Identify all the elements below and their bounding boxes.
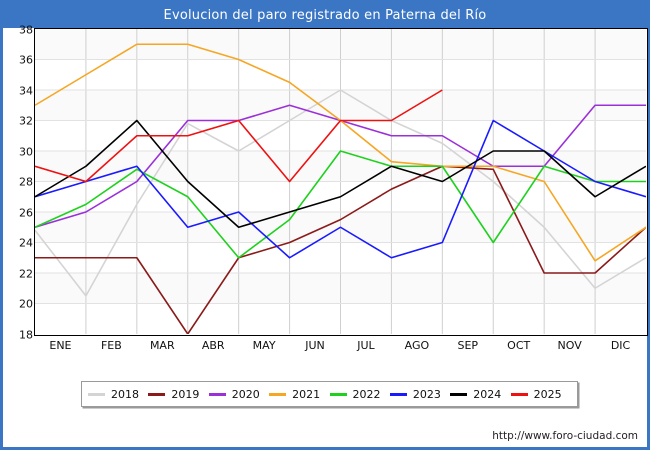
x-tick-label-jun: JUN — [305, 339, 325, 352]
y-tick-label: 22 — [19, 267, 33, 280]
legend-item-2021[interactable]: 2021 — [269, 388, 329, 401]
legend-swatch-icon — [208, 392, 226, 396]
legend-item-2018[interactable]: 2018 — [88, 388, 148, 401]
legend-label: 2018 — [111, 387, 139, 401]
y-tick-label: 24 — [19, 236, 33, 250]
y-tick-label: 30 — [19, 145, 33, 158]
legend-label: 2021 — [292, 387, 321, 401]
legend-label: 2020 — [231, 387, 260, 401]
legend-label: 2025 — [533, 387, 562, 401]
x-tick-label-feb: FEB — [100, 339, 122, 352]
plot-area — [34, 28, 648, 336]
legend-swatch-icon — [148, 392, 166, 396]
x-tick-label-nov: NOV — [557, 339, 582, 352]
legend-item-2023[interactable]: 2023 — [389, 387, 450, 401]
legend-item-2019[interactable]: 2019 — [148, 388, 208, 401]
y-tick-label: 20 — [19, 297, 33, 311]
x-tick-label-mar: MAR — [149, 339, 175, 352]
y-tick-label: 38 — [19, 23, 33, 36]
x-tick-label-oct: OCT — [507, 339, 531, 352]
x-tick-label-sep: SEP — [457, 339, 479, 352]
legend-swatch-icon — [510, 392, 528, 396]
legend-label: 2023 — [412, 387, 441, 401]
y-tick-label: 18 — [19, 328, 33, 341]
window-title-bar: Evolucion del paro registrado en Paterna… — [3, 3, 647, 28]
x-tick-label-abr: ABR — [201, 339, 225, 352]
y-tick-label: 32 — [19, 114, 33, 128]
series-line-2019 — [35, 165, 646, 334]
x-tick-label-dic: DIC — [610, 339, 631, 352]
legend-swatch-icon — [329, 392, 347, 396]
y-tick-label: 36 — [19, 53, 33, 67]
series-line-2025 — [35, 89, 443, 183]
legend-item-2022[interactable]: 2022 — [329, 387, 390, 401]
x-tick-label-ago: AGO — [404, 339, 430, 352]
y-tick-label: 26 — [19, 206, 33, 219]
source-url: http://www.foro-ciudad.com — [492, 430, 638, 442]
y-tick-label: 28 — [19, 175, 33, 189]
legend-swatch-icon — [269, 392, 287, 396]
series-line-2022 — [35, 150, 646, 259]
legend-item-2020[interactable]: 2020 — [208, 387, 269, 401]
legend-item-2025[interactable]: 2025 — [510, 387, 571, 401]
y-tick-label: 34 — [19, 84, 33, 97]
legend-label: 2024 — [473, 387, 502, 401]
y-axis: 38 36 34 32 30 28 26 24 22 20 18 — [3, 23, 33, 341]
series-line-2018 — [35, 89, 646, 297]
legend-label: 2022 — [352, 387, 381, 401]
legend-swatch-icon — [450, 392, 468, 396]
legend-label: 2019 — [171, 387, 200, 401]
data-series-group — [35, 43, 646, 334]
x-tick-label-may: MAY — [252, 339, 276, 352]
x-tick-label-ene: ENE — [49, 339, 72, 352]
series-line-2024 — [35, 119, 646, 229]
x-axis: ENE FEB MAR ABR MAY JUN JUL AGO SEP OCT NOV DIC — [34, 339, 648, 359]
chart-canvas — [35, 29, 646, 334]
legend-item-2024[interactable]: 2024 — [450, 388, 510, 401]
x-tick-label-jul: JUL — [357, 339, 375, 352]
legend-swatch-icon — [88, 392, 105, 396]
legend-swatch-icon — [389, 392, 407, 396]
chart-legend: 2018 2019 2020 2021 2022 2023 2024 2025 — [81, 381, 578, 407]
page-title: Evolucion del paro registrado en Paterna… — [163, 8, 487, 23]
